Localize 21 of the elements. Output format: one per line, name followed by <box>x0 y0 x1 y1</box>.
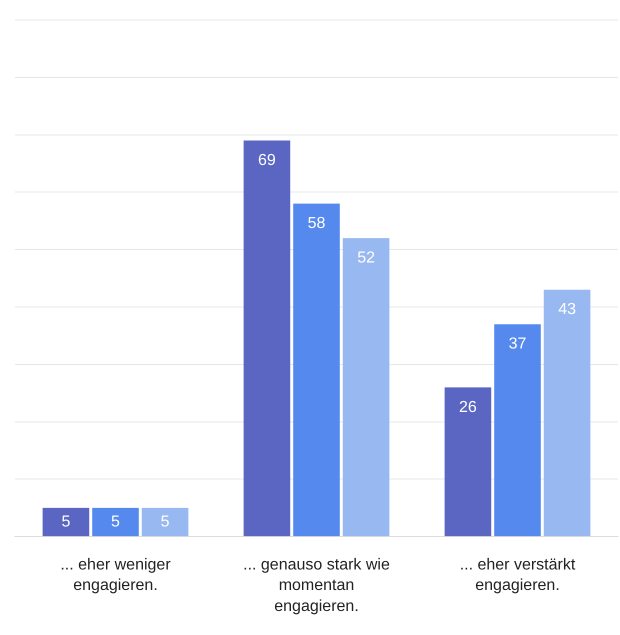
bar <box>494 324 541 536</box>
x-tick-label: ... eher verstärkt engagieren. <box>460 556 576 594</box>
data-label: 52 <box>357 250 376 267</box>
bar <box>293 204 340 536</box>
bar <box>244 140 290 536</box>
bar <box>544 290 590 536</box>
data-label: 58 <box>308 215 326 232</box>
x-tick-label: ... eher weniger engagieren. <box>60 556 172 594</box>
data-label: 5 <box>61 513 70 530</box>
x-tick-label: ... genauso stark wie momentan engagieren. <box>243 556 390 616</box>
data-label: 43 <box>558 301 576 318</box>
bar <box>92 508 139 536</box>
data-label: 69 <box>258 152 276 169</box>
data-label: 5 <box>111 513 120 530</box>
bar <box>342 238 390 536</box>
bar <box>42 508 90 536</box>
data-label: 5 <box>160 513 170 530</box>
data-label: 37 <box>508 336 526 353</box>
bar <box>142 508 188 536</box>
bar <box>444 387 492 536</box>
data-label: 26 <box>459 398 477 416</box>
